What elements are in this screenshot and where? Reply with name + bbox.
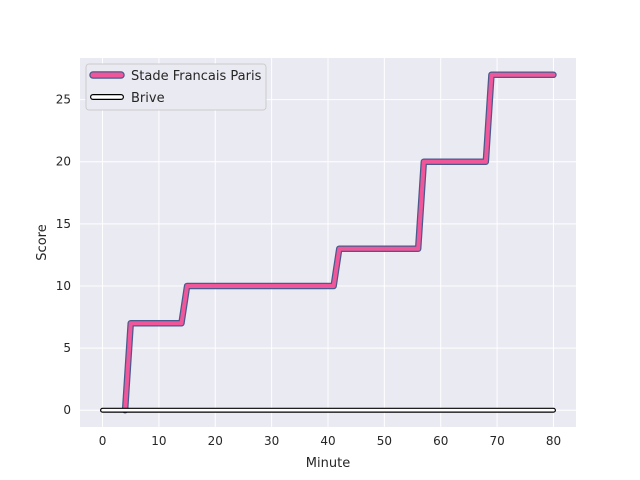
- y-tick-label: 25: [56, 93, 71, 107]
- x-tick-label: 60: [433, 434, 448, 448]
- series-line-stade-francais-paris: [123, 72, 556, 413]
- legend-box: [85, 63, 267, 111]
- x-tick-label: 0: [99, 434, 107, 448]
- x-tick-label: 40: [320, 434, 335, 448]
- y-tick-labels: 0 5 10 15 20 25: [56, 93, 71, 418]
- legend-label-brive: Brive: [131, 91, 165, 106]
- x-tick-label: 70: [489, 434, 504, 448]
- x-axis-label: Minute: [306, 456, 350, 471]
- x-tick-label: 80: [546, 434, 561, 448]
- legend: Stade Francais Paris Brive: [85, 63, 267, 111]
- y-tick-label: 10: [56, 279, 71, 293]
- x-tick-label: 50: [377, 434, 392, 448]
- y-tick-label: 0: [63, 403, 71, 417]
- series-lines: [100, 71, 557, 414]
- y-axis-label: Score: [35, 224, 50, 260]
- x-tick-label: 10: [151, 434, 166, 448]
- y-tick-label: 20: [56, 155, 71, 169]
- y-tick-label: 15: [56, 217, 71, 231]
- x-tick-label: 20: [208, 434, 223, 448]
- y-tick-label: 5: [63, 341, 71, 355]
- x-tick-labels: 0 10 20 30 40 50 60 70 80: [99, 434, 561, 448]
- x-tick-label: 30: [264, 434, 279, 448]
- legend-label-stade-francais-paris: Stade Francais Paris: [131, 69, 262, 84]
